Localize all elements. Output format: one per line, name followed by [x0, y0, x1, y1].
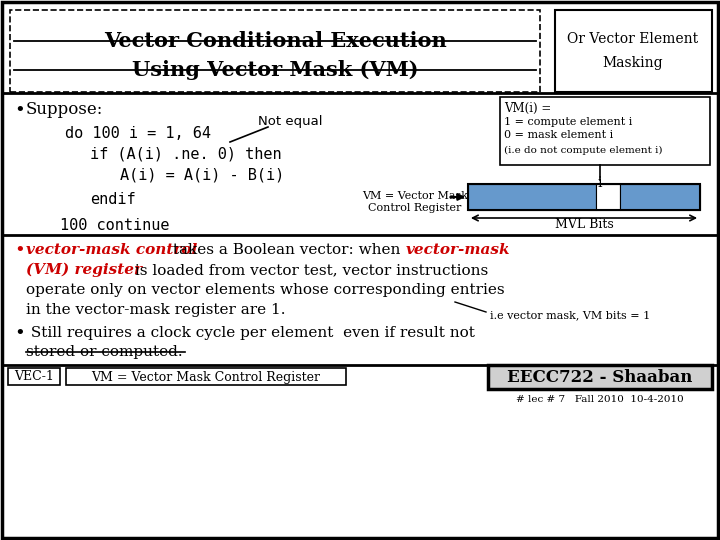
FancyBboxPatch shape	[468, 184, 596, 210]
Text: EECC722 - Shaaban: EECC722 - Shaaban	[508, 368, 693, 386]
Text: VM = Vector Mask Control Register: VM = Vector Mask Control Register	[91, 370, 320, 383]
Text: vector-mask control: vector-mask control	[26, 243, 197, 257]
Text: i.e vector mask, VM bits = 1: i.e vector mask, VM bits = 1	[490, 310, 650, 320]
Text: Suppose:: Suppose:	[26, 102, 104, 118]
Text: •: •	[14, 101, 24, 119]
Text: # lec # 7   Fall 2010  10-4-2010: # lec # 7 Fall 2010 10-4-2010	[516, 395, 684, 404]
FancyBboxPatch shape	[8, 368, 60, 385]
Text: VM = Vector Mask: VM = Vector Mask	[362, 191, 468, 201]
Text: Or Vector Element: Or Vector Element	[567, 32, 698, 46]
Text: •: •	[14, 241, 24, 259]
Text: •: •	[14, 324, 24, 342]
FancyBboxPatch shape	[66, 368, 346, 385]
Text: takes a Boolean vector: when: takes a Boolean vector: when	[168, 243, 405, 257]
Text: vector-mask: vector-mask	[406, 243, 510, 257]
Text: 1 = compute element i: 1 = compute element i	[504, 117, 632, 127]
FancyBboxPatch shape	[500, 97, 710, 165]
Text: Still requires a clock cycle per element  even if result not: Still requires a clock cycle per element…	[26, 326, 475, 340]
Text: operate only on vector elements whose corresponding entries: operate only on vector elements whose co…	[26, 283, 505, 297]
Text: 0 = mask element i: 0 = mask element i	[504, 130, 613, 140]
FancyBboxPatch shape	[596, 184, 620, 210]
Text: do 100 i = 1, 64: do 100 i = 1, 64	[65, 125, 211, 140]
Text: (VM) register: (VM) register	[26, 263, 142, 277]
Text: 100 continue: 100 continue	[60, 218, 169, 233]
Text: Not equal: Not equal	[258, 116, 323, 129]
FancyBboxPatch shape	[620, 184, 700, 210]
Text: Vector Conditional Execution: Vector Conditional Execution	[104, 31, 446, 51]
FancyBboxPatch shape	[10, 10, 540, 92]
Text: MVL Bits: MVL Bits	[554, 219, 613, 232]
FancyBboxPatch shape	[555, 10, 712, 92]
Text: VM(i) =: VM(i) =	[504, 102, 552, 114]
FancyBboxPatch shape	[488, 365, 712, 389]
Text: Masking: Masking	[603, 56, 663, 70]
Text: stored or computed.: stored or computed.	[26, 345, 183, 359]
Text: Control Register: Control Register	[369, 203, 462, 213]
Text: endif: endif	[90, 192, 135, 207]
Text: (i.e do not compute element i): (i.e do not compute element i)	[504, 145, 662, 154]
Text: in the vector-mask register are 1.: in the vector-mask register are 1.	[26, 303, 286, 317]
Text: if (A(i) .ne. 0) then: if (A(i) .ne. 0) then	[90, 146, 282, 161]
Text: i: i	[598, 176, 602, 190]
Text: is loaded from vector test, vector instructions: is loaded from vector test, vector instr…	[130, 263, 488, 277]
Text: A(i) = A(i) - B(i): A(i) = A(i) - B(i)	[120, 167, 284, 183]
Text: Using Vector Mask (VM): Using Vector Mask (VM)	[132, 60, 418, 80]
Text: VEC-1: VEC-1	[14, 370, 54, 383]
